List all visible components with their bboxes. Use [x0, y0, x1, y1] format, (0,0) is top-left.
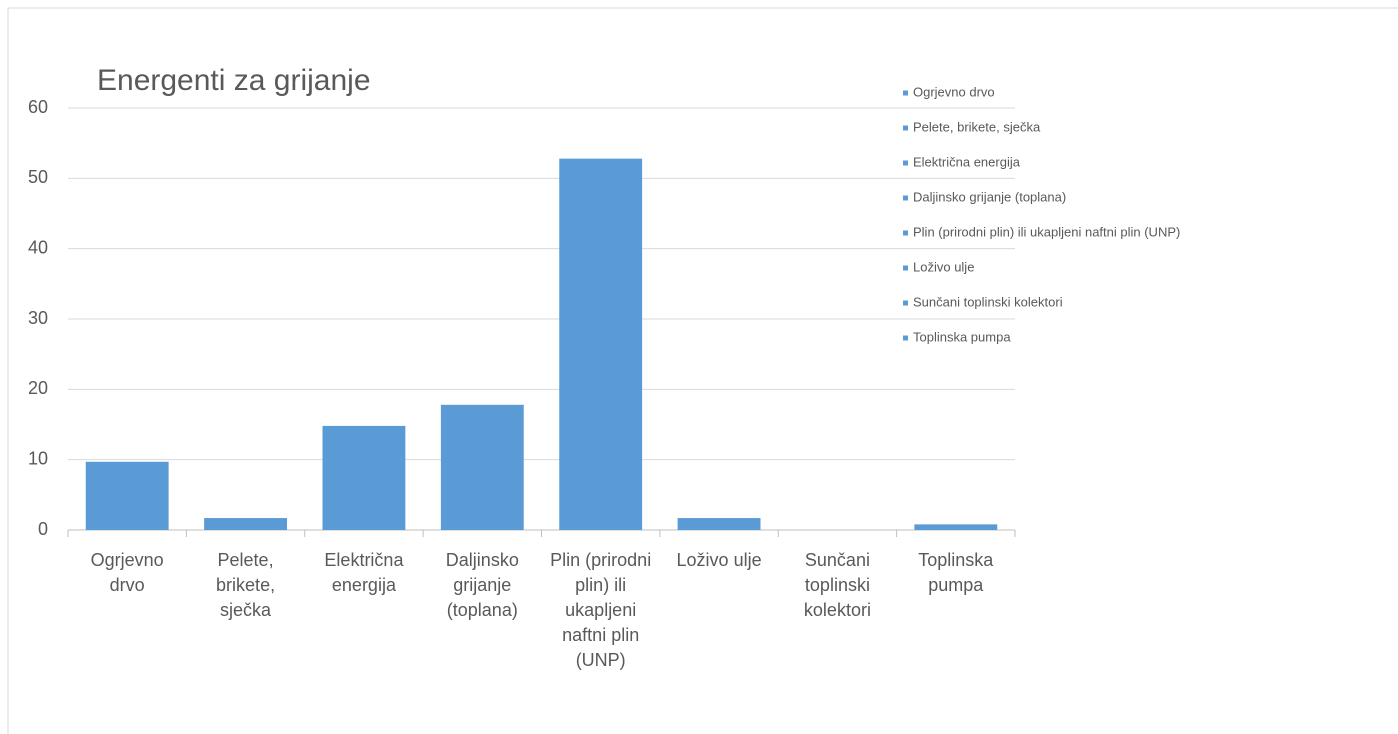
bar	[204, 518, 287, 530]
legend-swatch	[903, 230, 908, 236]
bar	[559, 158, 643, 530]
legend-label: Daljinsko grijanje (toplana)	[913, 189, 1066, 204]
x-tick-label: Ogrjevno drvo	[90, 550, 164, 595]
legend-swatch	[903, 90, 908, 96]
legend-label: Ogrjevno drvo	[913, 84, 995, 99]
x-tick-label: Pelete, brikete, sječka	[216, 550, 276, 620]
legend-swatch	[903, 265, 908, 271]
x-tick-label: Daljinsko grijanje (toplana)	[445, 550, 519, 620]
legend-label: Toplinska pumpa	[913, 329, 1011, 344]
bar	[85, 461, 169, 530]
legend-swatch	[903, 300, 908, 306]
y-tick-label: 10	[28, 448, 48, 468]
x-tick-label: Loživo ulje	[676, 550, 762, 570]
y-tick-label: 60	[28, 97, 48, 117]
x-tick-label: Električna energija	[324, 550, 404, 595]
legend-swatch	[903, 195, 908, 201]
bar	[677, 518, 761, 530]
x-tick-label: Sunčani toplinski kolektori	[803, 550, 871, 620]
bar	[322, 425, 406, 530]
bar	[440, 404, 524, 530]
legend-label: Pelete, brikete, sječka	[913, 119, 1041, 134]
legend-label: Loživo ulje	[913, 259, 974, 274]
x-tick-label: Toplinska pumpa	[918, 550, 994, 595]
legend-label: Plin (prirodni plin) ili ukapljeni naftn…	[913, 224, 1180, 239]
y-tick-label: 40	[28, 237, 48, 257]
legend-label: Električna energija	[913, 154, 1021, 169]
legend-swatch	[903, 125, 908, 131]
y-tick-label: 30	[28, 308, 48, 328]
y-tick-label: 50	[28, 167, 48, 187]
legend-swatch	[903, 160, 908, 166]
x-tick-label: Plin (prirodni plin) ili ukapljeni naftn…	[550, 550, 652, 670]
chart-title: Energenti za grijanje	[97, 64, 371, 97]
legend-label: Sunčani toplinski kolektori	[913, 294, 1063, 309]
bar	[914, 524, 998, 530]
y-tick-label: 0	[38, 519, 48, 539]
legend-swatch	[903, 335, 908, 341]
chart-frame	[7, 7, 1398, 734]
y-tick-label: 20	[28, 378, 48, 398]
